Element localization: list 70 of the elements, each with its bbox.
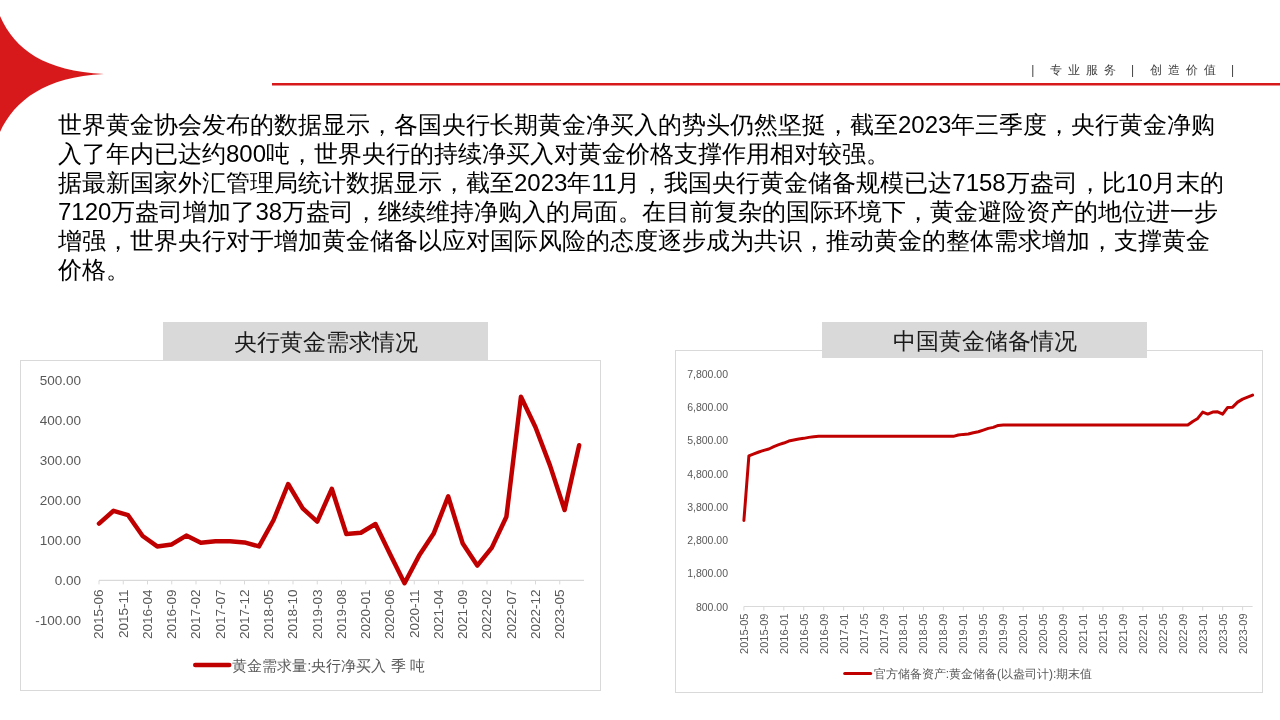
x-tick-label: 2017-09: [877, 613, 890, 654]
text: | 专业服务 | 创造价值 |: [1031, 62, 1240, 79]
legend-label: 黄金需求量:央行净买入 季 吨: [232, 656, 425, 674]
x-tick-label: 2021-05: [1096, 613, 1109, 654]
y-tick-label: 5,800.00: [687, 434, 729, 447]
line-series: [96, 394, 582, 586]
y-tick-label: 7,800.00: [687, 367, 729, 380]
x-tick-label: 2022-12: [528, 589, 543, 639]
y-tick-label: 200.00: [39, 492, 81, 508]
x-tick-label: 2021-09: [1116, 613, 1129, 654]
line-series: [742, 393, 1255, 522]
x-tick-label: 2017-05: [857, 613, 870, 654]
y-tick-label: 500.00: [39, 372, 81, 388]
y-tick-label: 3,800.00: [687, 500, 729, 513]
x-tick-label: 2020-06: [382, 589, 398, 639]
x-tick-label: 2022-07: [503, 589, 519, 639]
x-tick-label: 2018-09: [937, 613, 950, 654]
x-tick-label: 2022-01: [1136, 613, 1149, 654]
x-tick-label: 2016-09: [817, 613, 830, 654]
x-tick-label: 2015-09: [757, 613, 770, 654]
y-tick-label: 6,800.00: [687, 401, 729, 414]
x-tick-label: 2019-05: [977, 613, 990, 654]
x-tick-label: 2023-09: [1236, 613, 1249, 654]
x-tick-label: 2019-08: [334, 589, 349, 639]
x-tick-label: 2022-05: [1156, 613, 1169, 654]
x-tick-label: 2023-01: [1196, 613, 1209, 654]
text: 据最新国家外汇管理局统计数据显示，截至2023年11月，我国央行黄金储备规模已达7158万盎司，比10月末的7120万盎司增加了38万盎司，继续维持净购入的局面。在目前复杂的国际环境下，黄金避险资产的地位进一步增强，世界央行对于增加黄金储备以应对国际风险的态度逐步成为共识，推动黄金的整体需求增加，支撑黄金价格。: [58, 168, 1226, 284]
x-tick-label: 2020-09: [1057, 613, 1070, 654]
y-tick-label: 1,800.00: [687, 567, 729, 580]
x-tick-label: 2016-01: [777, 613, 790, 654]
x-tick-label: 2018-10: [285, 589, 301, 639]
chart-title: 央行黄金需求情况: [233, 329, 418, 355]
x-tick-label: 2023-05: [552, 589, 568, 639]
x-tick-label: 2021-01: [1077, 613, 1090, 654]
x-tick-label: 2015-11: [115, 589, 131, 638]
x-tick-label: 2017-01: [837, 613, 850, 654]
x-tick-label: 2015-05: [737, 613, 750, 654]
x-tick-label: 2017-07: [212, 589, 228, 639]
y-tick-label: 0.00: [54, 572, 81, 588]
x-tick-label: 2018-05: [261, 589, 277, 639]
x-tick-label: 2017-02: [188, 589, 204, 639]
x-tick-label: 2018-05: [917, 613, 930, 654]
x-tick-label: 2023-05: [1216, 613, 1229, 654]
x-tick-label: 2016-05: [797, 613, 810, 654]
x-tick-label: 2019-01: [957, 613, 970, 654]
y-tick-label: 800.00: [695, 600, 729, 613]
y-tick-label: 100.00: [39, 532, 81, 548]
legend-label: 官方储备资产:黄金储备(以盎司计):期末值: [873, 666, 1093, 681]
x-tick-label: 2015-06: [91, 589, 107, 639]
x-tick-label: 2019-03: [309, 589, 325, 639]
text: 世界黄金协会发布的数据显示，各国央行长期黄金净买入的势头仍然坚挺，截至2023年三季度，央行黄金净购入了年内已达约800吨，世界央行的持续净买入对黄金价格支撑作用相对较强。: [58, 110, 1217, 168]
x-tick-label: 2021-04: [431, 588, 446, 639]
y-tick-label: 300.00: [39, 452, 81, 468]
x-tick-label: 2022-02: [479, 589, 495, 639]
y-tick-label: 2,800.00: [687, 534, 729, 547]
x-tick-label: 2019-09: [997, 613, 1010, 654]
x-tick-label: 2021-09: [455, 589, 471, 639]
x-tick-label: 2020-11: [406, 589, 422, 638]
x-tick-label: 2022-09: [1176, 613, 1189, 654]
x-tick-label: 2020-01: [1017, 613, 1030, 654]
x-tick-label: 2017-12: [237, 589, 252, 639]
y-tick-label: -100.00: [35, 612, 81, 628]
x-tick-label: 2016-04: [140, 588, 155, 639]
y-tick-label: 400.00: [39, 412, 81, 428]
x-tick-label: 2020-01: [358, 589, 374, 639]
x-tick-label: 2020-05: [1037, 613, 1050, 654]
x-tick-label: 2018-01: [897, 613, 910, 654]
x-tick-label: 2016-09: [164, 589, 180, 639]
y-tick-label: 4,800.00: [687, 467, 729, 480]
chart-title: 中国黄金储备情况: [892, 328, 1077, 354]
